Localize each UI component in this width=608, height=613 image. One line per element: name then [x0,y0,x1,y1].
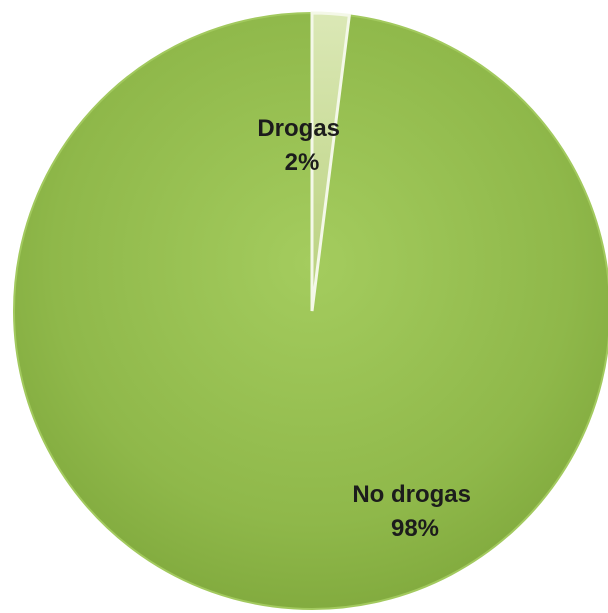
slice-label-drogas: Drogas 2% [257,115,346,176]
pie-slice-drogas [310,11,352,312]
slice-category-drogas: Drogas [257,115,340,142]
slice-category-no-drogas: No drogas [352,481,471,508]
slice-percent-drogas: 2% [285,149,320,176]
slice-percent-no-drogas: 98% [391,515,439,542]
slice-label-no-drogas: No drogas 98% [352,481,477,542]
